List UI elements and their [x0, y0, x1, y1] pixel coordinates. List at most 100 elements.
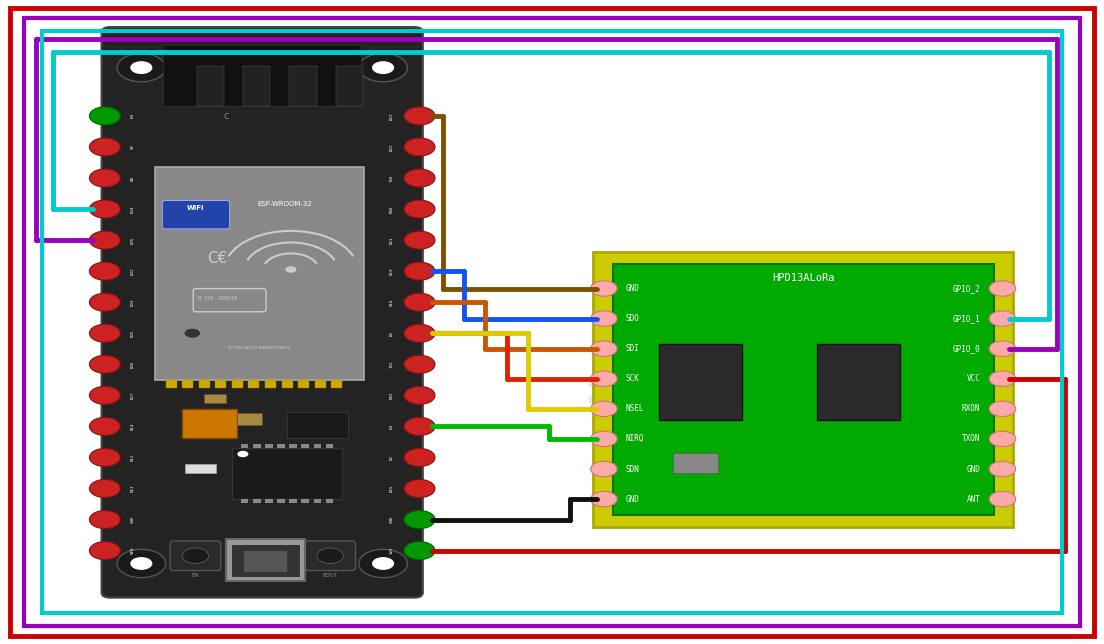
- Circle shape: [317, 548, 343, 564]
- Bar: [215, 380, 226, 388]
- Bar: [301, 444, 309, 448]
- Text: D5: D5: [390, 331, 394, 336]
- Text: NSEL: NSEL: [626, 404, 645, 413]
- Bar: [326, 444, 333, 448]
- Text: GPIO_0: GPIO_0: [953, 344, 980, 353]
- Bar: [265, 444, 273, 448]
- Circle shape: [591, 371, 617, 386]
- Text: NIRQ: NIRQ: [626, 435, 645, 444]
- Circle shape: [285, 267, 296, 273]
- Text: D23: D23: [390, 112, 394, 120]
- Text: SCK: SCK: [626, 374, 640, 383]
- Bar: [204, 394, 226, 402]
- Circle shape: [89, 262, 120, 280]
- Bar: [265, 380, 276, 388]
- Text: 3V3: 3V3: [390, 547, 394, 554]
- Circle shape: [404, 448, 435, 466]
- Bar: [265, 499, 273, 503]
- Text: D13: D13: [130, 485, 135, 492]
- Circle shape: [89, 511, 120, 529]
- Text: C€: C€: [208, 251, 227, 267]
- Circle shape: [989, 491, 1016, 507]
- Circle shape: [404, 262, 435, 280]
- Bar: [199, 380, 210, 388]
- Text: D33: D33: [130, 298, 135, 306]
- Text: VP: VP: [130, 144, 135, 149]
- Text: ESP-WROOM-32: ESP-WROOM-32: [257, 200, 312, 207]
- Circle shape: [989, 431, 1016, 447]
- Text: FCC9D:2AC72-ESPWROOM32: FCC9D:2AC72-ESPWROOM32: [227, 346, 291, 350]
- FancyBboxPatch shape: [233, 545, 298, 576]
- Text: VN: VN: [130, 176, 135, 180]
- Bar: [166, 380, 177, 388]
- Text: RX0: RX0: [390, 205, 394, 213]
- Circle shape: [404, 386, 435, 404]
- Bar: [277, 499, 285, 503]
- FancyBboxPatch shape: [163, 45, 361, 106]
- Circle shape: [404, 324, 435, 343]
- Circle shape: [404, 107, 435, 125]
- Circle shape: [117, 549, 166, 578]
- Circle shape: [117, 53, 166, 82]
- Bar: [315, 380, 326, 388]
- Text: SDO: SDO: [626, 314, 640, 323]
- Circle shape: [989, 461, 1016, 477]
- Circle shape: [404, 355, 435, 374]
- Circle shape: [989, 371, 1016, 386]
- Text: D34: D34: [130, 205, 135, 213]
- Circle shape: [182, 548, 209, 564]
- Bar: [289, 444, 297, 448]
- Text: D32: D32: [130, 267, 135, 275]
- FancyBboxPatch shape: [613, 264, 994, 515]
- FancyBboxPatch shape: [182, 409, 237, 438]
- Circle shape: [404, 511, 435, 529]
- Circle shape: [130, 61, 152, 74]
- Bar: [241, 444, 248, 448]
- Text: GND: GND: [390, 516, 394, 524]
- Text: D19: D19: [390, 267, 394, 275]
- Circle shape: [404, 542, 435, 560]
- Circle shape: [989, 341, 1016, 356]
- Circle shape: [404, 293, 435, 311]
- Text: HPD13ALoRa: HPD13ALoRa: [772, 273, 835, 283]
- Bar: [232, 380, 243, 388]
- Text: EN: EN: [130, 113, 135, 118]
- FancyBboxPatch shape: [155, 167, 364, 380]
- Bar: [277, 444, 285, 448]
- Text: RXON: RXON: [962, 404, 980, 413]
- Text: TXON: TXON: [962, 435, 980, 444]
- Circle shape: [89, 169, 120, 187]
- Text: D4: D4: [390, 424, 394, 429]
- Bar: [248, 380, 259, 388]
- Text: D35: D35: [130, 236, 135, 244]
- Circle shape: [89, 231, 120, 249]
- Text: ⚙: ⚙: [580, 358, 657, 440]
- FancyBboxPatch shape: [226, 539, 305, 581]
- Bar: [253, 499, 261, 503]
- Circle shape: [989, 311, 1016, 327]
- Bar: [289, 66, 317, 106]
- Circle shape: [989, 281, 1016, 296]
- Circle shape: [591, 491, 617, 507]
- Text: D22: D22: [390, 143, 394, 151]
- FancyBboxPatch shape: [243, 551, 287, 573]
- FancyBboxPatch shape: [659, 345, 742, 420]
- Circle shape: [359, 549, 407, 578]
- Circle shape: [89, 480, 120, 498]
- Circle shape: [591, 461, 617, 477]
- Circle shape: [404, 138, 435, 156]
- Circle shape: [404, 417, 435, 435]
- Text: BOOT: BOOT: [322, 573, 338, 578]
- Bar: [182, 380, 193, 388]
- Bar: [298, 380, 309, 388]
- Circle shape: [591, 281, 617, 296]
- Circle shape: [89, 324, 120, 343]
- Bar: [243, 66, 270, 106]
- Circle shape: [130, 557, 152, 570]
- Text: D15: D15: [390, 485, 394, 492]
- Bar: [237, 413, 262, 425]
- Circle shape: [89, 386, 120, 404]
- Bar: [336, 66, 363, 106]
- Text: CIRCUIT: CIRCUIT: [751, 389, 901, 422]
- Bar: [282, 380, 293, 388]
